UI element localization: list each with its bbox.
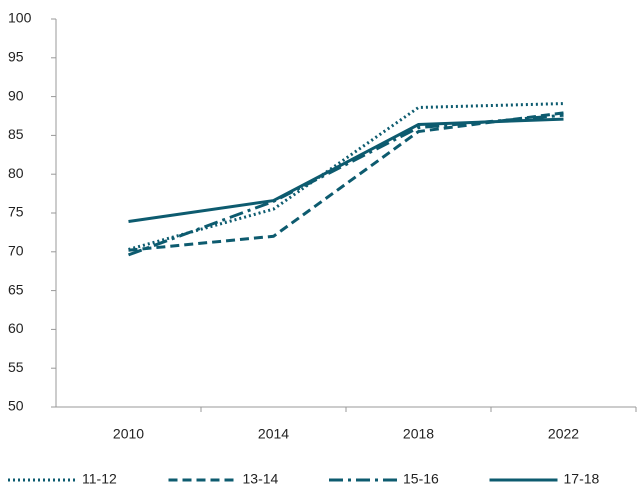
x-tick-label: 2018 [403, 426, 434, 442]
x-tick-label: 2010 [113, 426, 144, 442]
series-line [127, 113, 564, 257]
y-tick-label: 85 [8, 126, 24, 142]
y-tick-label: 55 [8, 359, 24, 375]
x-tick-label: 2014 [258, 426, 289, 442]
y-tick-label: 80 [8, 165, 24, 181]
series-line [128, 117, 564, 224]
legend-label: 13-14 [243, 471, 279, 487]
y-tick-label: 65 [8, 281, 24, 297]
y-tick-label: 100 [8, 10, 32, 26]
x-tick-label: 2022 [548, 426, 579, 442]
y-tick-label: 75 [8, 204, 24, 220]
legend-label: 15-16 [403, 471, 439, 487]
legend-label: 17-18 [564, 471, 600, 487]
y-tick-label: 90 [8, 87, 24, 103]
y-tick-label: 60 [8, 320, 24, 336]
y-tick-label: 50 [8, 398, 24, 414]
series-line [128, 102, 564, 251]
legend-label: 11-12 [82, 471, 117, 487]
y-tick-label: 70 [8, 243, 24, 259]
y-tick-label: 95 [8, 49, 24, 65]
series-line [128, 111, 564, 252]
